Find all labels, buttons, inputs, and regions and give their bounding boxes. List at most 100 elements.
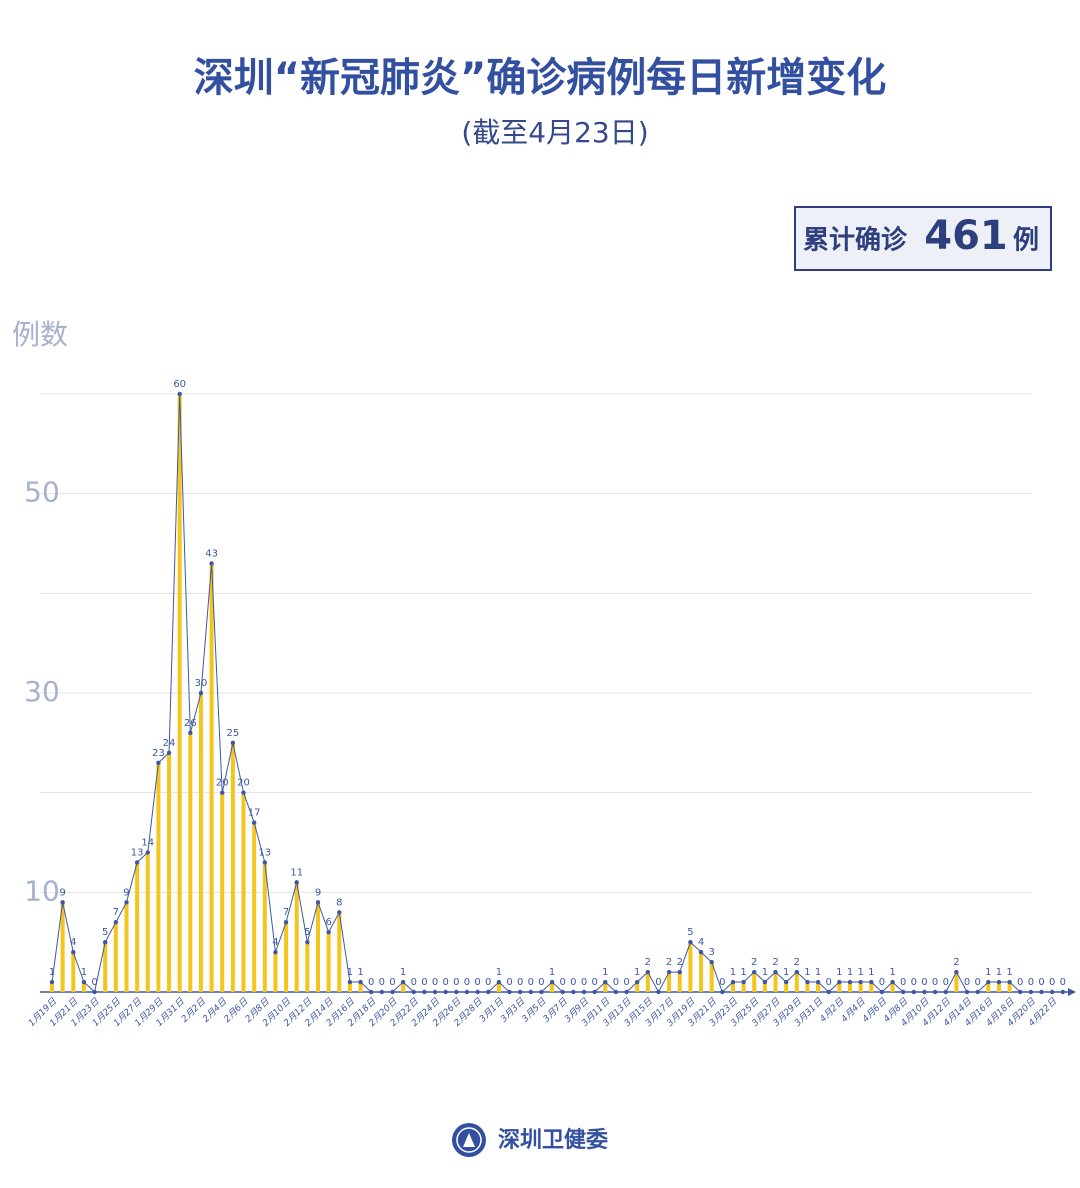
point <box>986 979 991 985</box>
bar <box>730 982 735 992</box>
value-label: 0 <box>464 977 470 988</box>
source: 深圳卫健委 <box>498 1127 608 1153</box>
bar <box>326 932 331 992</box>
bar <box>677 972 682 992</box>
point <box>113 920 119 925</box>
value-label: 1 <box>634 967 640 978</box>
point <box>932 989 938 995</box>
bar <box>890 982 895 992</box>
point <box>879 989 885 995</box>
value-label: 0 <box>623 977 629 988</box>
bar <box>60 902 65 992</box>
bar <box>294 882 299 992</box>
point <box>432 989 438 995</box>
point <box>156 760 161 765</box>
bar <box>986 982 991 992</box>
bar <box>837 982 842 992</box>
point <box>145 850 150 855</box>
value-label: 0 <box>964 977 970 988</box>
value-label: 0 <box>389 977 395 988</box>
point <box>496 979 502 985</box>
bar <box>496 982 501 992</box>
bar <box>145 852 150 992</box>
value-label: 0 <box>453 977 459 988</box>
value-label: 0 <box>411 977 417 988</box>
point <box>847 979 853 985</box>
point <box>730 979 736 985</box>
value-label: 13 <box>258 847 271 858</box>
value-label: 1 <box>1006 967 1012 978</box>
point <box>826 989 831 995</box>
point <box>1049 989 1055 995</box>
value-label: 0 <box>581 977 587 988</box>
value-label: 5 <box>102 927 108 938</box>
value-label: 26 <box>184 718 197 729</box>
bar <box>645 972 650 992</box>
point <box>283 920 289 925</box>
point <box>964 989 970 995</box>
value-label: 11 <box>290 867 303 878</box>
value-label: 2 <box>751 957 757 968</box>
value-label: 2 <box>772 957 778 968</box>
point <box>869 979 874 985</box>
value-label: 0 <box>368 977 374 988</box>
bar <box>156 762 161 992</box>
point <box>741 979 746 985</box>
point <box>454 989 459 995</box>
value-label: 0 <box>1017 977 1023 988</box>
bar <box>305 942 310 992</box>
point <box>134 860 140 865</box>
total-label: 累计确诊 <box>803 225 908 256</box>
value-label: 0 <box>1038 977 1044 988</box>
bar <box>858 982 863 992</box>
bar <box>358 982 363 992</box>
bar <box>773 972 778 992</box>
value-label: 0 <box>474 977 480 988</box>
bar <box>113 922 118 992</box>
bar <box>81 982 86 992</box>
point <box>400 979 406 985</box>
point <box>411 989 416 995</box>
point <box>1039 989 1044 995</box>
point <box>337 910 342 915</box>
value-label: 25 <box>227 728 240 739</box>
point <box>592 989 597 995</box>
y-tick-label: 50 <box>24 476 60 509</box>
bar <box>50 982 54 992</box>
bar <box>603 982 608 992</box>
point <box>783 979 789 985</box>
point <box>954 969 959 975</box>
bar <box>252 822 257 992</box>
bar <box>848 982 852 992</box>
value-label: 0 <box>900 977 906 988</box>
point <box>571 989 576 995</box>
point <box>49 979 55 985</box>
point <box>241 790 246 795</box>
point <box>837 979 842 985</box>
value-label: 1 <box>868 967 874 978</box>
point <box>975 989 980 995</box>
value-label: 0 <box>1049 977 1055 988</box>
value-label: 9 <box>59 887 65 898</box>
point <box>103 939 108 945</box>
value-label: 5 <box>304 927 310 938</box>
chart-title: 深圳“新冠肺炎”确诊病例每日新增变化 <box>194 55 887 101</box>
point <box>720 989 725 995</box>
bar <box>177 394 182 992</box>
point <box>390 989 395 995</box>
bar <box>241 792 246 992</box>
point <box>60 900 65 905</box>
value-label: 1 <box>815 967 821 978</box>
value-label: 4 <box>272 937 278 948</box>
point <box>794 969 799 975</box>
bar <box>135 862 140 992</box>
value-label: 0 <box>91 977 97 988</box>
point <box>230 740 236 746</box>
point <box>560 989 565 995</box>
value-label: 30 <box>195 678 208 689</box>
value-label: 4 <box>698 937 704 948</box>
value-label: 1 <box>730 967 736 978</box>
value-label: 0 <box>485 977 491 988</box>
bar <box>784 982 789 992</box>
